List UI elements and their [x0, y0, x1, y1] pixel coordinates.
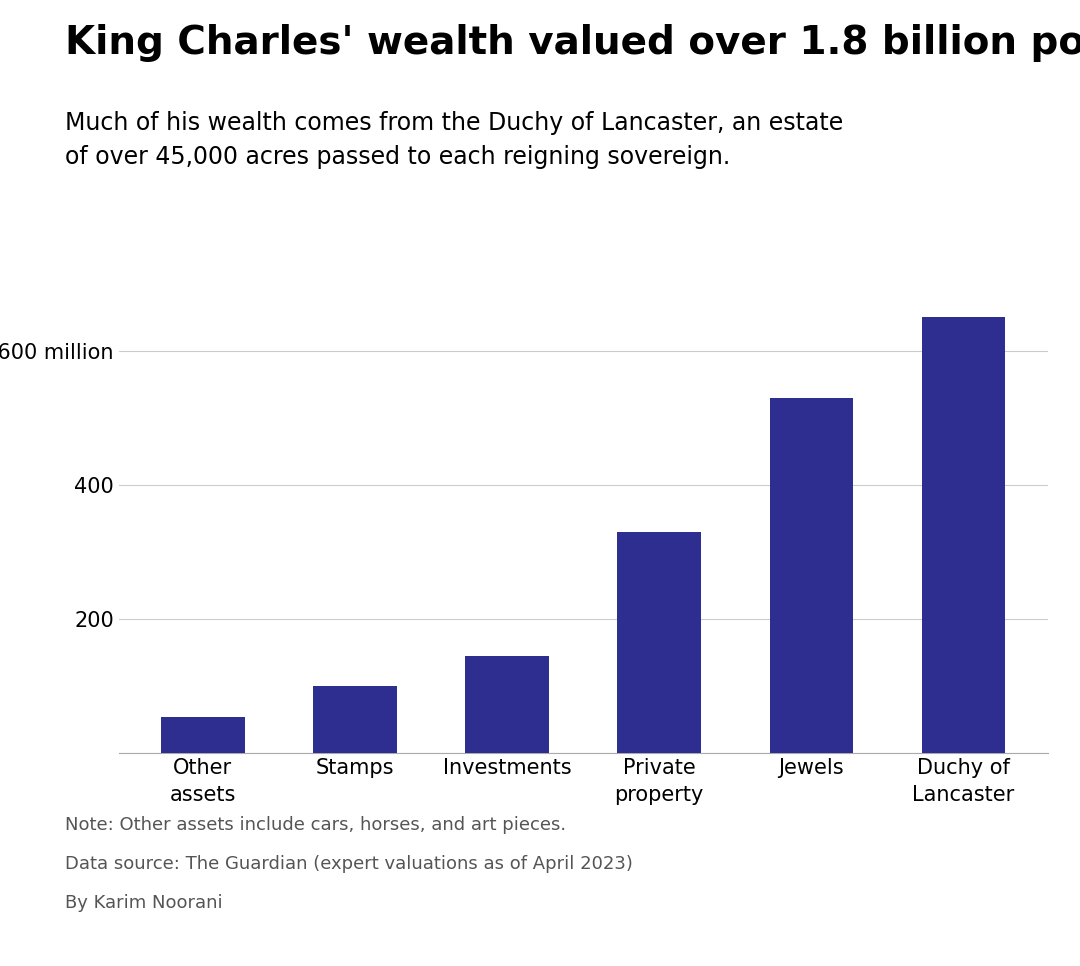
- Text: Much of his wealth comes from the Duchy of Lancaster, an estate
of over 45,000 a: Much of his wealth comes from the Duchy …: [65, 111, 843, 169]
- Bar: [921, 318, 1005, 753]
- Bar: [161, 717, 245, 753]
- Text: King Charles' wealth valued over 1.8 billion pounds: King Charles' wealth valued over 1.8 bil…: [65, 24, 1080, 62]
- Bar: [618, 532, 701, 753]
- Bar: [770, 398, 853, 753]
- Text: By Karim Noorani: By Karim Noorani: [65, 894, 222, 912]
- Bar: [465, 656, 549, 753]
- Bar: [313, 687, 396, 753]
- Text: Data source: The Guardian (expert valuations as of April 2023): Data source: The Guardian (expert valuat…: [65, 855, 633, 873]
- Text: Note: Other assets include cars, horses, and art pieces.: Note: Other assets include cars, horses,…: [65, 816, 566, 835]
